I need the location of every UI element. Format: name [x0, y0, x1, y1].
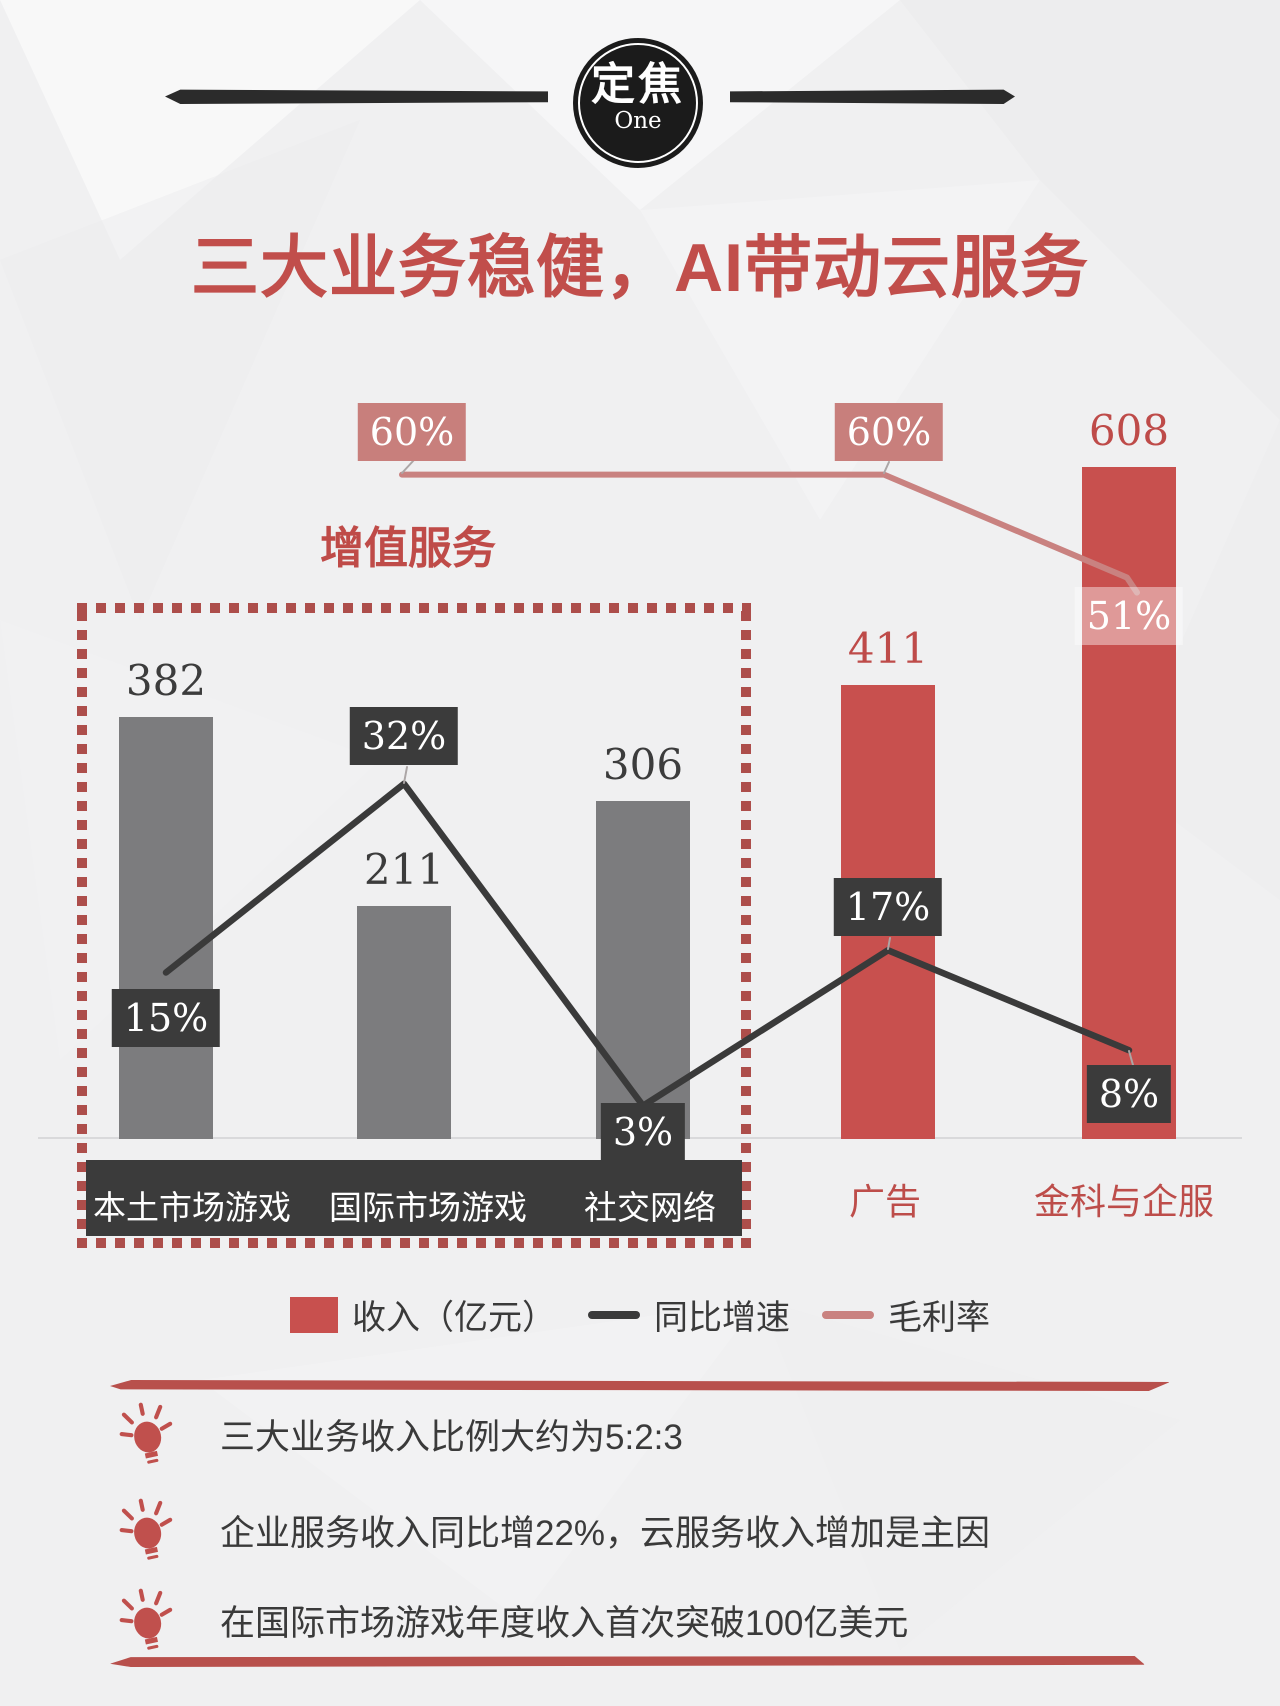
lightbulb-icon: [119, 1402, 173, 1464]
divider-top: [110, 1380, 1170, 1391]
legend-item-revenue: 收入（亿元）: [290, 1290, 556, 1339]
margin-line-icon: [822, 1310, 874, 1319]
legend-margin-label: 毛利率: [888, 1299, 990, 1337]
value-added-services-group-box: [77, 603, 751, 1248]
revenue-swatch-icon: [290, 1296, 338, 1333]
insight-text: 企业服务收入同比增22%，云服务收入增加是主因: [220, 1513, 991, 1553]
header-rule-right: [730, 89, 1015, 104]
page-title: 三大业务稳健，AI带动云服务: [190, 230, 1089, 306]
category-strip: [86, 1160, 742, 1236]
legend: 收入（亿元） 同比增速 毛利率: [0, 1290, 1280, 1339]
logo-badge: 定焦 One: [573, 38, 703, 168]
legend-item-growth: 同比增速: [588, 1290, 790, 1339]
lightbulb-icon: [119, 1498, 173, 1560]
logo-title: 定焦: [591, 60, 685, 109]
logo-subtitle: One: [614, 108, 662, 134]
insight-row: 在国际市场游戏年度收入首次突破100亿美元: [118, 1588, 908, 1652]
insight-row: 三大业务收入比例大约为5:2:3: [118, 1402, 683, 1466]
insight-text: 三大业务收入比例大约为5:2:3: [220, 1417, 683, 1457]
growth-line-icon: [588, 1310, 640, 1319]
lightbulb-icon: [119, 1588, 173, 1650]
value-added-services-label: 增值服务: [320, 524, 496, 573]
legend-revenue-label: 收入（亿元）: [352, 1299, 556, 1337]
insight-row: 企业服务收入同比增22%，云服务收入增加是主因: [118, 1498, 990, 1562]
legend-item-margin: 毛利率: [822, 1290, 990, 1339]
insight-text: 在国际市场游戏年度收入首次突破100亿美元: [220, 1603, 909, 1643]
divider-bottom: [110, 1656, 1145, 1667]
legend-growth-label: 同比增速: [654, 1299, 790, 1337]
header-rule-left: [165, 89, 548, 104]
